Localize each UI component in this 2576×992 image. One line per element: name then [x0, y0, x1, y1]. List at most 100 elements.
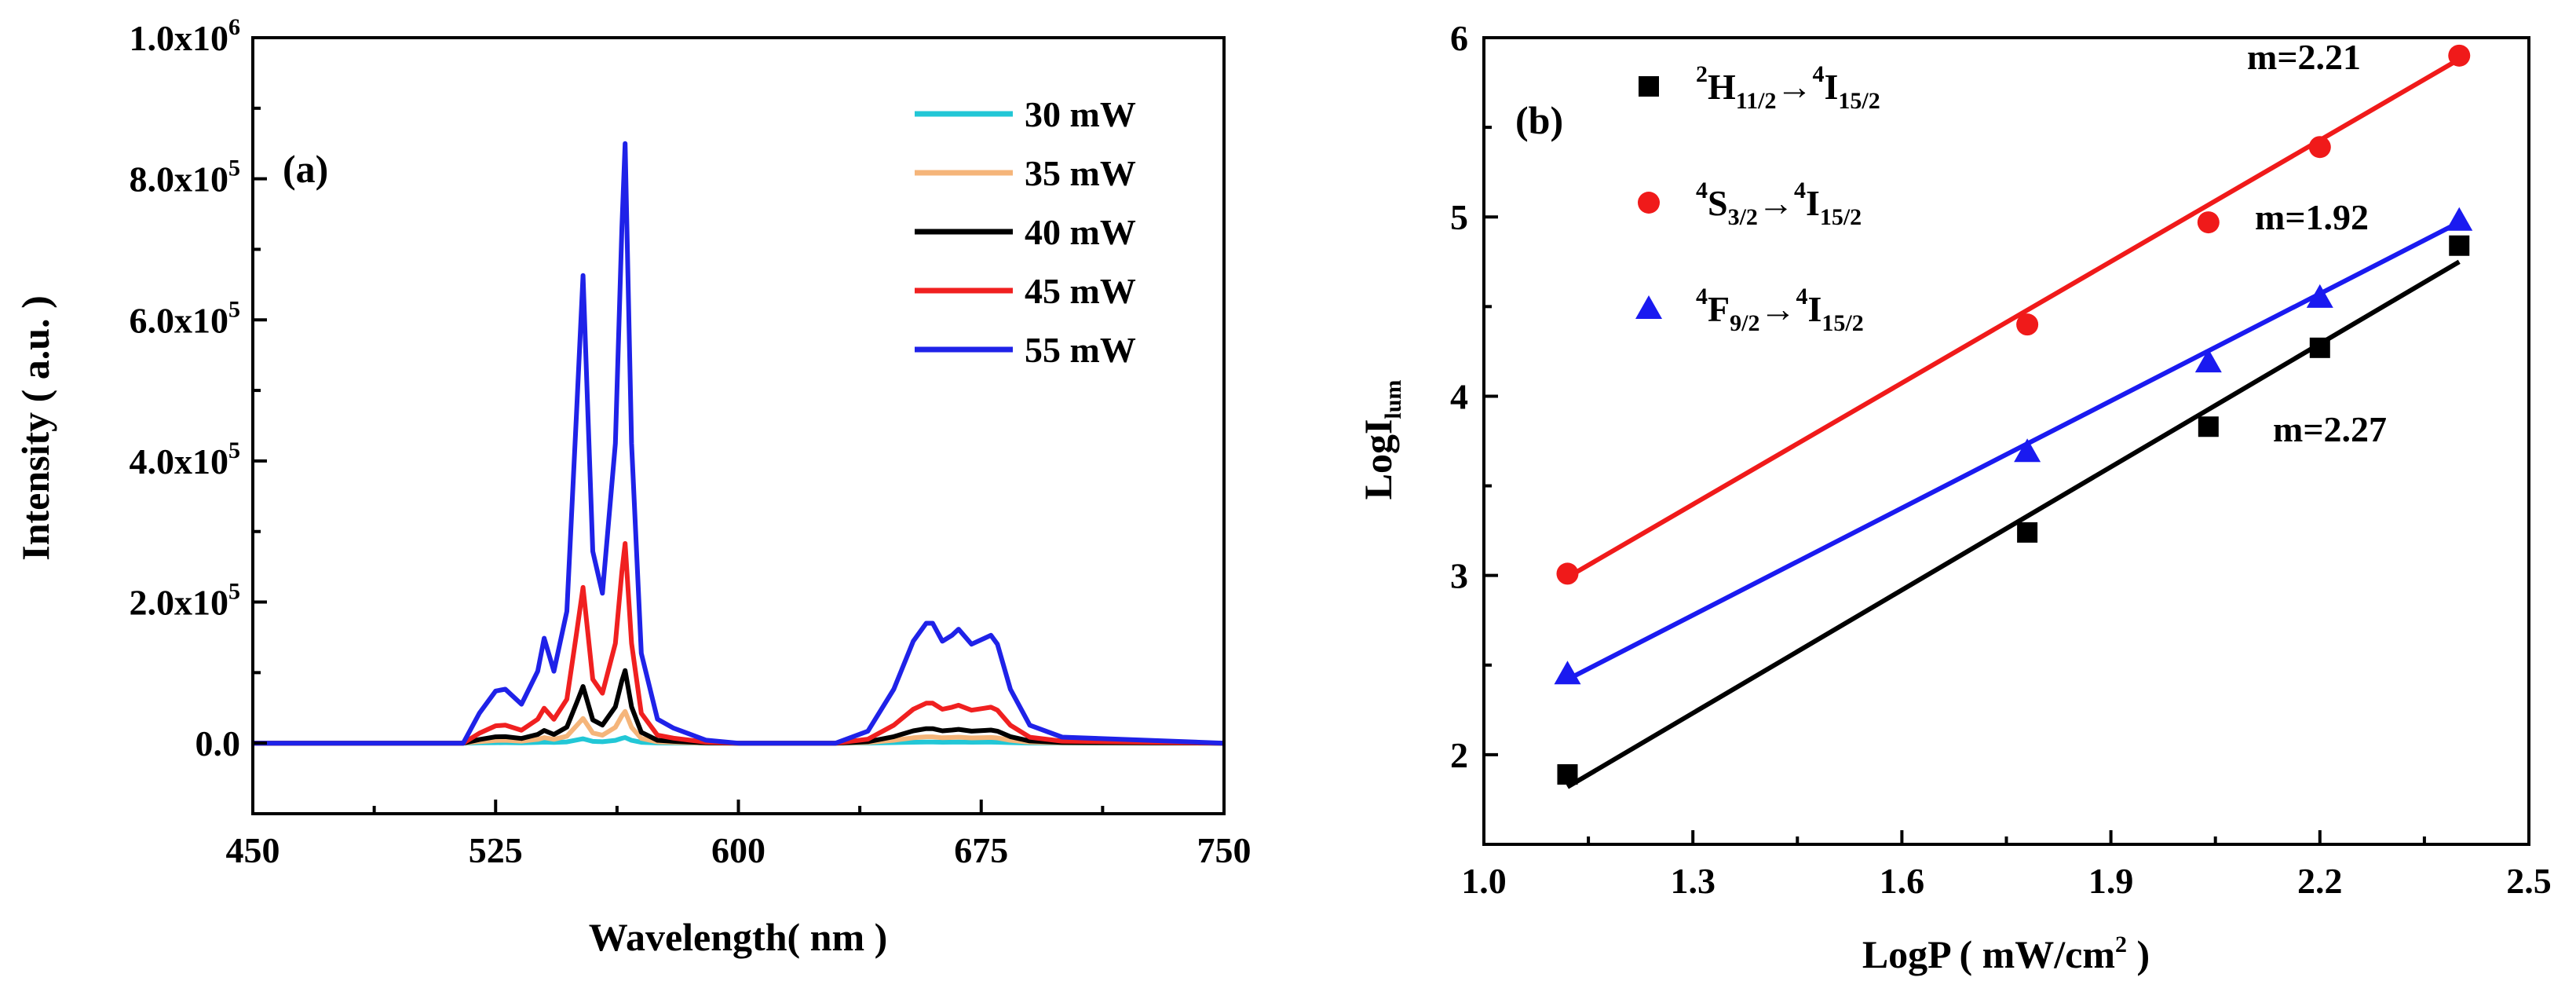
panel-b-point-square: [2198, 416, 2219, 437]
panel-a-ticks: 450 525 600 675 7500.02.0x1054.0x1056.0x1058…: [130, 14, 1251, 870]
panel-a-y-tick-exponent: 6: [228, 14, 240, 40]
panel-a-y-tick-exponent: 5: [228, 156, 240, 181]
legend-sub: 9/2: [1730, 310, 1759, 336]
panel-b-point-circle: [2308, 136, 2331, 159]
panel-b-point-triangle: [2306, 284, 2333, 308]
panel-a-series-line-5: [253, 141, 1225, 746]
legend-sub: 11/2: [1736, 88, 1777, 114]
panel-b-x-axis-label: LogP ( mW/cm2 ): [1862, 932, 2150, 976]
panel-a-y-tick-mantissa: 6.0x10: [130, 300, 229, 340]
legend-arrow: →: [1758, 183, 1794, 223]
panel-b-legend-marker-3: [1635, 295, 1662, 319]
legend-sup: 4: [1696, 284, 1708, 309]
panel-a-legend-label-3: 40 mW: [1025, 212, 1136, 252]
panel-b-fit-line-2: [1566, 57, 2461, 580]
panel-a-x-axis-label: Wavelength( nm ): [589, 915, 888, 959]
panel-b-point-circle: [2197, 211, 2220, 234]
panel-b-legend-label-1: 2H11/2→4I15/2: [1696, 61, 1880, 114]
panel-b-x-axis-label-end: ): [2127, 932, 2150, 976]
panel-b-x-axis-label-main: LogP ( mW/cm: [1862, 932, 2115, 976]
legend-sup: 4: [1794, 178, 1806, 203]
panel-b-y-tick-label: 5: [1450, 197, 1468, 237]
legend-arrow: →: [1759, 289, 1796, 329]
legend-sup: 4: [1796, 284, 1807, 309]
panel-b-y-tick-label: 2: [1450, 735, 1468, 775]
panel-b-slope-label-3: m=1.92: [2255, 197, 2369, 237]
panel-b-slope-label-1: m=2.27: [2273, 409, 2387, 449]
panel-a-y-tick-exponent: 5: [228, 437, 240, 463]
panel-a-y-tick-label: 0.0: [195, 723, 241, 763]
panel-b-point-square: [1557, 763, 1578, 785]
panel-b-x-tick-label: 1.3: [1670, 861, 1716, 901]
legend-sub: 3/2: [1728, 204, 1758, 230]
panel-b-legend-label-3: 4F9/2→4I15/2: [1696, 284, 1864, 336]
panel-b-point-square: [2309, 337, 2330, 358]
panel-a-y-tick-mantissa: 0.0: [195, 723, 241, 763]
legend-sup: 4: [1812, 61, 1824, 87]
panel-a-legend-label-1: 30 mW: [1025, 94, 1136, 134]
panel-b-point-circle: [2016, 313, 2039, 336]
panel-b-x-tick-label: 1.0: [1461, 861, 1507, 901]
legend-term: I: [1807, 289, 1821, 329]
legend-sub: 15/2: [1838, 88, 1880, 114]
panel-a-x-tick-label: 675: [954, 830, 1008, 870]
panel-a-series-line-3: [253, 668, 1225, 746]
panel-b-x-tick-label: 2.2: [2297, 861, 2343, 901]
legend-sup: 4: [1696, 178, 1708, 203]
panel-a-legend-label-2: 35 mW: [1025, 153, 1136, 193]
legend-sub: 15/2: [1820, 204, 1862, 230]
panel-b-slope-annotations: m=2.27 m=2.21 m=1.92: [2247, 37, 2387, 449]
panel-a-y-tick-mantissa: 4.0x10: [130, 441, 229, 481]
legend-sub: 15/2: [1821, 310, 1863, 336]
panel-b-point-triangle: [2194, 349, 2222, 373]
legend-term: S: [1708, 183, 1728, 223]
panel-a-y-tick-exponent: 5: [228, 296, 240, 322]
panel-b-point-triangle: [2446, 207, 2473, 231]
legend-term: I: [1806, 183, 1820, 223]
panel-b-y-tick-label: 3: [1450, 556, 1468, 596]
legend-term: F: [1708, 289, 1730, 329]
panel-b-legend-marker-1: [1639, 76, 1659, 97]
panel-a-series-line-4: [253, 541, 1225, 746]
panel-a-y-tick-mantissa: 2.0x10: [130, 583, 229, 623]
panel-b-slope-label-2: m=2.21: [2247, 37, 2361, 77]
panel-a-x-tick-label: 525: [469, 830, 523, 870]
panel-a-legend: 30 mW 35 mW 40 mW 45 mW 55 mW: [915, 94, 1136, 370]
panel-a-y-tick-exponent: 5: [228, 579, 240, 605]
panel-a-x-tick-label: 450: [226, 830, 280, 870]
panel-b-point-triangle: [1554, 661, 1581, 685]
panel-b-label: (b): [1515, 98, 1563, 142]
panel-b-point-triangle: [2014, 438, 2041, 463]
panel-b-point-circle: [2448, 44, 2471, 67]
legend-arrow: →: [1776, 67, 1812, 107]
legend-term: I: [1824, 67, 1838, 107]
panel-b-y-axis-label-sub: lum: [1380, 380, 1406, 419]
panel-b-y-axis-label-main: LogI: [1356, 419, 1400, 500]
panel-a-label: (a): [283, 147, 328, 191]
panel-a-y-tick-mantissa: 8.0x10: [130, 159, 229, 199]
panel-b-x-tick-label: 2.5: [2506, 861, 2552, 901]
panel-b-point-square: [2449, 235, 2470, 256]
legend-term: H: [1708, 67, 1736, 107]
panel-b-y-tick-label: 4: [1450, 376, 1468, 416]
panel-b-x-tick-label: 1.6: [1880, 861, 1925, 901]
panel-a-y-tick-mantissa: 1.0x10: [130, 18, 229, 58]
panel-a-legend-label-5: 55 mW: [1025, 330, 1136, 370]
panel-b-y-axis-label: LogIlum: [1356, 380, 1406, 500]
panel-b-x-axis-label-sup: 2: [2115, 932, 2127, 957]
panel-a-series-group: [253, 141, 1225, 746]
panel-b-legend-label-2: 4S3/2→4I15/2: [1696, 178, 1862, 230]
panel-b-point-square: [2017, 522, 2038, 543]
panel-a-x-tick-label: 600: [711, 830, 765, 870]
panel-a-y-tick-label: 1.0x106: [130, 14, 241, 58]
panel-b-data-points: [1554, 44, 2473, 785]
panel-a-y-tick-label: 4.0x105: [130, 437, 241, 481]
panel-a-y-tick-label: 8.0x105: [130, 156, 241, 199]
panel-b-legend-marker-2: [1638, 192, 1660, 214]
panel-b-ticks: 1.0 1.3 1.6 1.9 2.2 2.5 2 3 4 5 6: [1450, 18, 2552, 901]
panel-b-y-tick-label: 6: [1450, 18, 1468, 58]
panel-a-x-tick-label: 750: [1197, 830, 1251, 870]
